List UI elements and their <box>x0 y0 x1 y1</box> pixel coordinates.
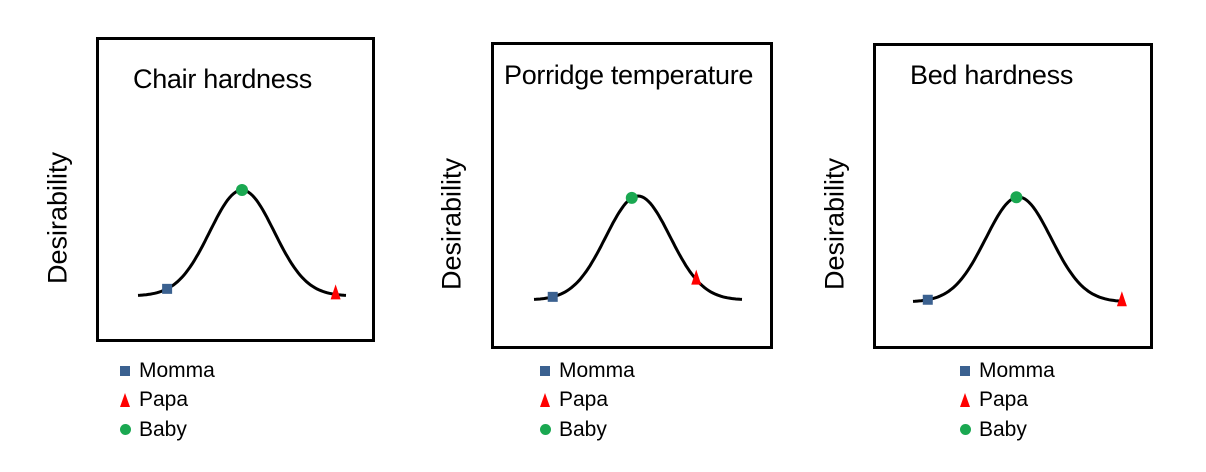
legend-label: Baby <box>979 417 1027 441</box>
panel-title: Chair hardness <box>133 64 312 94</box>
panel-chair-hardness: Chair hardness Desirability Momma Papa B… <box>0 0 402 472</box>
circle-marker-icon <box>539 424 551 436</box>
panel-bed-hardness: Bed hardness Desirability Momma Papa Bab… <box>0 0 1153 472</box>
legend: Momma Papa Baby <box>538 356 635 445</box>
square-marker-icon <box>960 365 970 376</box>
panel-porridge-temperature: Porridge temperature Desirability Momma … <box>0 0 773 472</box>
papa-marker <box>691 269 702 285</box>
bell-curve-line <box>533 194 743 301</box>
legend: Momma Papa Baby <box>118 356 215 445</box>
baby-marker <box>1010 191 1023 204</box>
triangle-marker-icon <box>540 393 550 408</box>
legend-label: Papa <box>979 388 1029 412</box>
panel-frame <box>96 37 375 342</box>
legend-label: Papa <box>559 388 609 412</box>
legend-label: Baby <box>559 417 607 441</box>
circle-marker-icon <box>119 424 131 436</box>
square-marker-icon <box>540 365 550 376</box>
papa-marker <box>330 284 341 300</box>
triangle-marker-icon <box>120 393 130 408</box>
legend-item-momma: Momma <box>118 356 215 386</box>
legend-item-papa: Papa <box>958 386 1055 416</box>
legend-label: Momma <box>559 358 635 382</box>
panel-title: Bed hardness <box>910 60 1074 90</box>
legend-item-baby: Baby <box>118 415 215 445</box>
legend-label: Momma <box>139 358 215 382</box>
legend-label: Baby <box>139 417 187 441</box>
baby-marker <box>625 191 638 204</box>
triangle-marker-icon <box>960 393 970 408</box>
legend-item-baby: Baby <box>958 415 1055 445</box>
legend-label: Papa <box>139 388 189 412</box>
legend: Momma Papa Baby <box>958 356 1055 445</box>
legend-item-papa: Papa <box>538 386 635 416</box>
panel-title: Porridge temperature <box>504 60 754 90</box>
momma-marker <box>922 294 933 305</box>
panel-frame <box>491 42 773 349</box>
bell-curve-plot <box>137 184 347 300</box>
legend-item-baby: Baby <box>538 415 635 445</box>
momma-marker <box>547 291 558 302</box>
square-marker-icon <box>120 365 130 376</box>
momma-marker <box>162 283 173 294</box>
baby-marker <box>236 184 248 196</box>
legend-item-momma: Momma <box>538 356 635 386</box>
legend-item-papa: Papa <box>118 386 215 416</box>
bell-curve-line <box>912 195 1125 303</box>
circle-marker-icon <box>959 424 971 436</box>
papa-marker <box>1116 291 1127 307</box>
legend-item-momma: Momma <box>958 356 1055 386</box>
panel-frame <box>873 43 1153 349</box>
legend-label: Momma <box>979 358 1055 382</box>
